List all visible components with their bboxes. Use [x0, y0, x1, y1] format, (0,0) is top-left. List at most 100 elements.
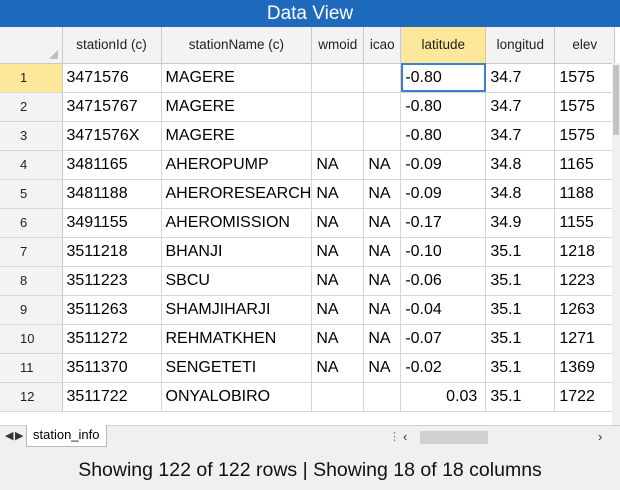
- cell-icao[interactable]: [363, 121, 402, 151]
- row-header[interactable]: 3: [0, 121, 63, 151]
- scroll-left-icon[interactable]: ‹: [403, 429, 408, 444]
- cell-icao[interactable]: [363, 92, 402, 122]
- cell-icao[interactable]: NA: [363, 353, 402, 383]
- cell-stationname[interactable]: SHAMJIHARJI: [161, 295, 313, 325]
- cell-elev[interactable]: 1575: [554, 63, 616, 93]
- cell-stationid[interactable]: 3511263: [62, 295, 162, 325]
- cell-wmoid[interactable]: NA: [311, 208, 365, 238]
- cell-elev[interactable]: 1369: [554, 353, 616, 383]
- column-header-latitude[interactable]: latitude: [400, 27, 487, 64]
- cell-stationid[interactable]: 34715767: [62, 92, 162, 122]
- row-header[interactable]: 10: [0, 324, 63, 354]
- cell-elev[interactable]: 1188: [554, 179, 616, 209]
- cell-latitude[interactable]: -0.09: [400, 179, 487, 209]
- cell-elev[interactable]: 1271: [554, 324, 616, 354]
- cell-stationid[interactable]: 3471576: [62, 63, 162, 93]
- cell-stationid[interactable]: 3511223: [62, 266, 162, 296]
- cell-longitud[interactable]: 35.1: [485, 266, 556, 296]
- vertical-scroll-thumb[interactable]: [613, 65, 619, 135]
- vertical-scrollbar[interactable]: [612, 63, 620, 425]
- cell-stationname[interactable]: SENGETETI: [161, 353, 313, 383]
- row-header[interactable]: 9: [0, 295, 63, 325]
- cell-stationid[interactable]: 3471576X: [62, 121, 162, 151]
- cell-elev[interactable]: 1263: [554, 295, 616, 325]
- cell-latitude[interactable]: -0.80: [400, 92, 487, 122]
- cell-stationname[interactable]: MAGERE: [161, 63, 313, 93]
- cell-stationname[interactable]: MAGERE: [161, 92, 313, 122]
- sheet-tab-station-info[interactable]: station_info: [26, 425, 107, 447]
- cell-elev[interactable]: 1575: [554, 121, 616, 151]
- cell-stationname[interactable]: ONYALOBIRO: [161, 382, 313, 412]
- cell-latitude[interactable]: -0.17: [400, 208, 487, 238]
- cell-stationname[interactable]: AHEROPUMP: [161, 150, 313, 180]
- cell-elev[interactable]: 1165: [554, 150, 616, 180]
- cell-longitud[interactable]: 34.8: [485, 150, 556, 180]
- cell-stationid[interactable]: 3481165: [62, 150, 162, 180]
- scroll-right-icon[interactable]: ›: [598, 429, 603, 444]
- cell-icao[interactable]: NA: [363, 179, 402, 209]
- cell-icao[interactable]: NA: [363, 324, 402, 354]
- tab-next-icon[interactable]: ▶: [15, 430, 24, 442]
- cell-stationid[interactable]: 3511218: [62, 237, 162, 267]
- cell-longitud[interactable]: 35.1: [485, 353, 556, 383]
- row-header[interactable]: 12: [0, 382, 63, 412]
- cell-longitud[interactable]: 34.7: [485, 121, 556, 151]
- cell-wmoid[interactable]: NA: [311, 353, 365, 383]
- cell-wmoid[interactable]: [311, 382, 365, 412]
- cell-stationname[interactable]: AHERORESEARCH: [161, 179, 313, 209]
- cell-longitud[interactable]: 34.7: [485, 92, 556, 122]
- cell-longitud[interactable]: 35.1: [485, 324, 556, 354]
- cell-latitude[interactable]: -0.06: [400, 266, 487, 296]
- cell-wmoid[interactable]: [311, 121, 365, 151]
- column-header-longitud[interactable]: longitud: [485, 27, 556, 64]
- cell-icao[interactable]: [363, 382, 402, 412]
- cell-wmoid[interactable]: NA: [311, 324, 365, 354]
- cell-stationid[interactable]: 3511370: [62, 353, 162, 383]
- column-header-elev[interactable]: elev: [554, 27, 616, 64]
- cell-longitud[interactable]: 34.8: [485, 179, 556, 209]
- cell-longitud[interactable]: 35.1: [485, 382, 556, 412]
- cell-elev[interactable]: 1218: [554, 237, 616, 267]
- cell-elev[interactable]: 1722: [554, 382, 616, 412]
- cell-wmoid[interactable]: [311, 63, 365, 93]
- select-all-corner[interactable]: [0, 27, 63, 64]
- cell-stationid[interactable]: 3481188: [62, 179, 162, 209]
- cell-elev[interactable]: 1155: [554, 208, 616, 238]
- column-header-stationname[interactable]: stationName (c): [161, 27, 313, 64]
- cell-latitude[interactable]: -0.04: [400, 295, 487, 325]
- data-grid[interactable]: stationId (c) stationName (c) wmoid icao…: [0, 27, 620, 425]
- column-header-icao[interactable]: icao: [363, 27, 402, 64]
- column-header-wmoid[interactable]: wmoid: [311, 27, 365, 64]
- cell-stationname[interactable]: REHMATKHEN: [161, 324, 313, 354]
- cell-elev[interactable]: 1223: [554, 266, 616, 296]
- row-header[interactable]: 7: [0, 237, 63, 267]
- cell-stationid[interactable]: 3491155: [62, 208, 162, 238]
- cell-icao[interactable]: NA: [363, 295, 402, 325]
- row-header[interactable]: 11: [0, 353, 63, 383]
- cell-stationname[interactable]: SBCU: [161, 266, 313, 296]
- row-header[interactable]: 2: [0, 92, 63, 122]
- row-header[interactable]: 5: [0, 179, 63, 209]
- cell-stationid[interactable]: 3511272: [62, 324, 162, 354]
- cell-wmoid[interactable]: NA: [311, 295, 365, 325]
- tab-prev-icon[interactable]: ◀: [5, 430, 14, 442]
- cell-latitude[interactable]: -0.09: [400, 150, 487, 180]
- row-header[interactable]: 1: [0, 63, 63, 93]
- cell-wmoid[interactable]: NA: [311, 237, 365, 267]
- cell-latitude[interactable]: -0.07: [400, 324, 487, 354]
- cell-longitud[interactable]: 34.7: [485, 63, 556, 93]
- cell-icao[interactable]: NA: [363, 266, 402, 296]
- cell-stationname[interactable]: AHEROMISSION: [161, 208, 313, 238]
- cell-icao[interactable]: [363, 63, 402, 93]
- row-header[interactable]: 8: [0, 266, 63, 296]
- row-header[interactable]: 6: [0, 208, 63, 238]
- cell-wmoid[interactable]: NA: [311, 179, 365, 209]
- cell-latitude[interactable]: 0.03: [400, 382, 487, 412]
- column-header-stationid[interactable]: stationId (c): [62, 27, 162, 64]
- cell-wmoid[interactable]: [311, 92, 365, 122]
- cell-wmoid[interactable]: NA: [311, 266, 365, 296]
- cell-longitud[interactable]: 35.1: [485, 237, 556, 267]
- cell-stationid[interactable]: 3511722: [62, 382, 162, 412]
- cell-longitud[interactable]: 35.1: [485, 295, 556, 325]
- cell-icao[interactable]: NA: [363, 208, 402, 238]
